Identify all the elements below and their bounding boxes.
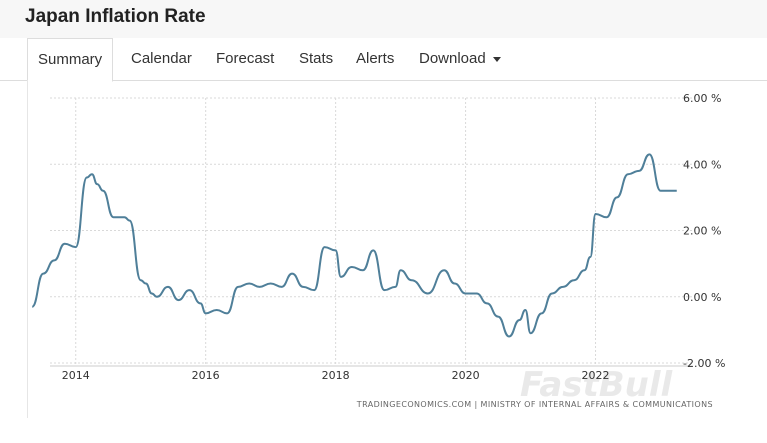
tab-download[interactable]: Download: [419, 38, 501, 80]
tab-calendar[interactable]: Calendar: [131, 50, 192, 67]
source-attribution: TRADINGECONOMICS.COM | MINISTRY OF INTER…: [356, 400, 713, 409]
y-tick-label: 6.00 %: [683, 92, 721, 105]
tab-download-label: Download: [419, 50, 486, 67]
panel-border: [27, 80, 28, 418]
x-axis-labels: 2014 2016 2018 2020 2022: [62, 369, 610, 382]
x-tick-label: 2016: [192, 369, 220, 382]
y-tick-label: 0.00 %: [683, 291, 721, 304]
y-tick-label: 2.00 %: [683, 225, 721, 238]
y-tick-label: -2.00 %: [683, 357, 725, 370]
tab-stats[interactable]: Stats: [299, 50, 334, 67]
x-tick-label: 2022: [582, 369, 610, 382]
y-tick-label: 4.00 %: [683, 158, 721, 171]
y-axis-labels: 6.00 % 4.00 % 2.00 % 0.00 % -2.00 %: [683, 92, 725, 370]
x-tick-label: 2014: [62, 369, 90, 382]
x-tick-label: 2020: [452, 369, 480, 382]
watermark-text: FastBull: [520, 365, 674, 405]
page-title: Japan Inflation Rate: [25, 6, 206, 27]
x-tick-label: 2018: [322, 369, 350, 382]
tab-summary[interactable]: Summary: [27, 38, 114, 82]
caret-down-icon: [492, 56, 501, 62]
tab-bar: Summary Calendar Forecast Stats Alerts D…: [0, 38, 767, 82]
tab-forecast[interactable]: Forecast: [216, 50, 275, 67]
tab-alerts[interactable]: Alerts: [356, 50, 395, 67]
chart-plot: [31, 153, 677, 338]
series-line: [31, 153, 677, 338]
chart-grid: [50, 97, 693, 367]
